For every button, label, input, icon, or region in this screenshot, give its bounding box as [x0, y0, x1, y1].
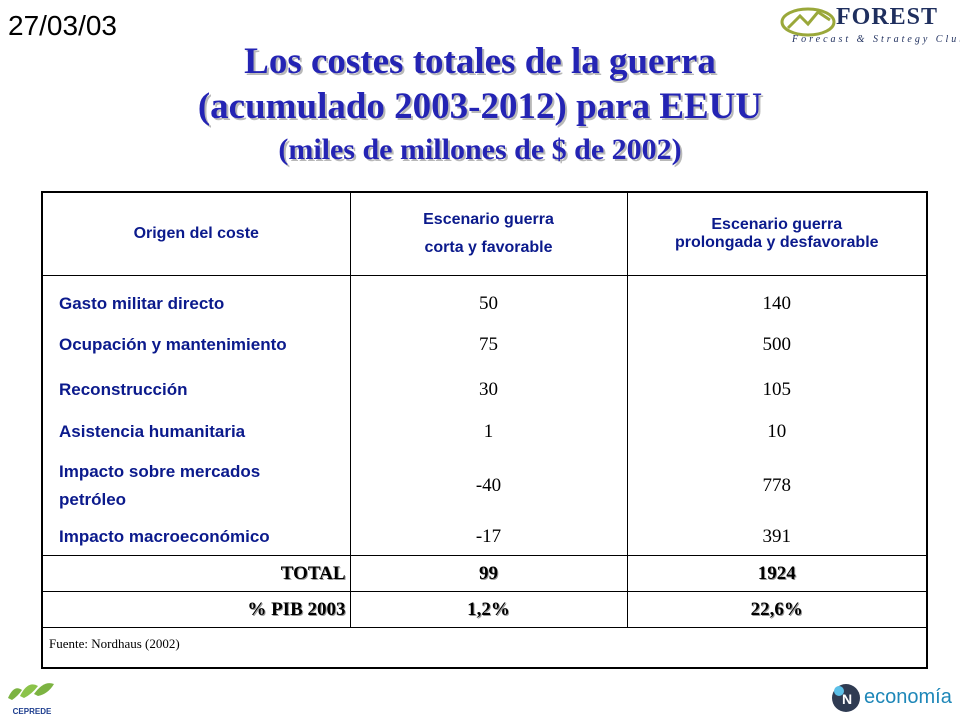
forest-logo: FOREST Forecast & Strategy Club — [780, 4, 960, 52]
row-short-value: 50 — [349, 275, 627, 322]
row-label: Asistencia humanitaria — [59, 421, 246, 441]
table-row: Ocupación y mantenimiento 75 500 — [43, 321, 926, 368]
title-line-3: (miles de millones de $ de 2002) — [278, 133, 682, 166]
row-long-value: 140 — [626, 275, 926, 322]
row-label: Gasto militar directo — [59, 293, 225, 313]
header-short-line-2: corta y favorable — [424, 239, 553, 256]
row-long-value: 500 — [626, 321, 926, 368]
table-row: Gasto militar directo 50 140 — [43, 275, 926, 322]
table-row: Reconstrucción 30 105 — [43, 367, 926, 412]
table-row: Impacto sobre mercados petróleo -40 778 — [43, 451, 926, 520]
ceprede-logo: CEPREDE — [4, 676, 60, 718]
header-long-scenario: Escenario guerra prolongada y desfavorab… — [626, 193, 926, 276]
total-label: TOTAL — [43, 555, 350, 592]
pib-short-value: 1,2% — [349, 591, 627, 628]
forest-logo-tagline: Forecast & Strategy Club — [792, 34, 960, 45]
row-label-line-2: petróleo — [59, 489, 127, 509]
source-row: Fuente: Nordhaus (2002) — [43, 627, 926, 660]
row-long-value: 10 — [626, 411, 926, 452]
pib-long-value: 22,6% — [626, 591, 926, 628]
pib-row: % PIB 2003 1,2% 22,6% — [43, 591, 926, 628]
row-long-value: 391 — [626, 519, 926, 556]
row-label: Impacto macroeconómico — [59, 527, 270, 547]
total-long-value: 1924 — [626, 555, 926, 592]
row-short-value: -17 — [349, 519, 627, 556]
header-long-line-1: Escenario guerra — [711, 216, 843, 233]
row-long-value: 105 — [626, 367, 926, 412]
date-label: 27/03/03 — [8, 10, 117, 41]
neconomia-logo-icon: N — [832, 684, 860, 712]
total-row: TOTAL 99 1924 — [43, 555, 926, 592]
neconomia-logo-text: economía — [864, 686, 952, 708]
forest-logo-name: FOREST — [836, 4, 939, 30]
row-short-value: 75 — [349, 321, 627, 368]
table-row: Impacto macroeconómico -17 391 — [43, 519, 926, 556]
title-line-1: Los costes totales de la guerra — [244, 41, 716, 82]
cost-table: Origen del coste Escenario guerra corta … — [43, 193, 926, 660]
header-long-line-2: prolongada y desfavorable — [674, 234, 879, 251]
title-line-2: (acumulado 2003-2012) para EEUU — [197, 86, 763, 127]
pib-label: % PIB 2003 — [43, 591, 350, 628]
header-short-scenario: Escenario guerra corta y favorable — [349, 193, 627, 276]
row-label: Ocupación y mantenimiento — [59, 334, 287, 354]
neconomia-logo: N economía — [830, 682, 958, 716]
row-short-value: 30 — [349, 367, 627, 412]
cost-table-panel: Origen del coste Escenario guerra corta … — [41, 191, 928, 669]
table-row: Asistencia humanitaria 1 10 — [43, 411, 926, 452]
row-short-value: -40 — [349, 451, 627, 520]
row-short-value: 1 — [349, 411, 627, 452]
row-label-line-1: Impacto sobre mercados — [59, 461, 261, 481]
source-note: Fuente: Nordhaus (2002) — [43, 627, 926, 660]
svg-text:N: N — [842, 691, 852, 707]
header-short-line-1: Escenario guerra — [423, 211, 554, 228]
ceprede-logo-text: CEPREDE — [13, 707, 52, 716]
row-label: Reconstrucción — [59, 379, 188, 399]
table-header-row: Origen del coste Escenario guerra corta … — [43, 193, 926, 276]
header-origin: Origen del coste — [43, 193, 350, 276]
ceprede-logo-icon: CEPREDE — [8, 683, 54, 716]
total-short-value: 99 — [349, 555, 627, 592]
forest-logo-icon — [780, 7, 836, 37]
row-label: Impacto sobre mercados petróleo — [43, 452, 350, 520]
row-long-value: 778 — [626, 451, 926, 520]
